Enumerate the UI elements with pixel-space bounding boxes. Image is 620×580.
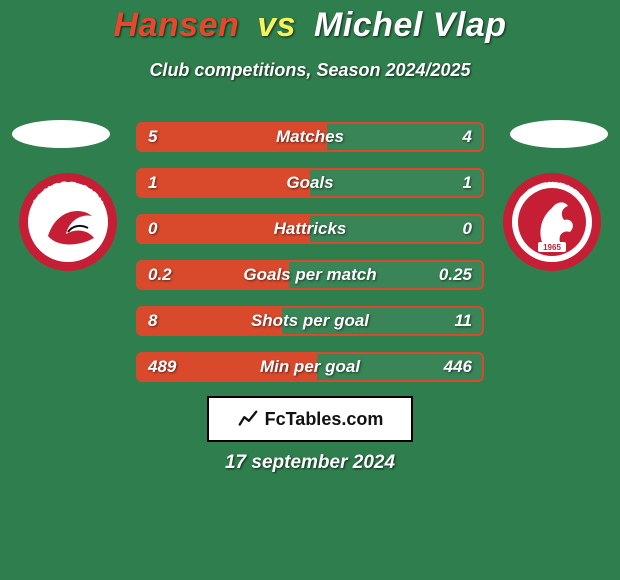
stat-label: Matches: [138, 124, 482, 150]
stat-right-value: 446: [444, 354, 472, 380]
title-left: Hansen: [113, 6, 239, 44]
stat-right-value: 0: [463, 216, 472, 242]
footer-box: FcTables.com: [207, 396, 413, 442]
club-badge-left-svg: ALMERE CITY: [18, 172, 118, 272]
player-oval-right: [510, 120, 608, 148]
stat-label: Shots per goal: [138, 308, 482, 334]
stat-row: 0.2Goals per match0.25: [136, 260, 484, 290]
subtitle: Club competitions, Season 2024/2025: [0, 60, 620, 81]
stat-label: Goals per match: [138, 262, 482, 288]
stat-right-value: 1: [463, 170, 472, 196]
club-badge-right-svg: 1965 F.C. TWENTE: [502, 172, 602, 272]
stat-right-value: 0.25: [439, 262, 472, 288]
stat-row: 0Hattricks0: [136, 214, 484, 244]
stat-label: Hattricks: [138, 216, 482, 242]
title-right: Michel Vlap: [314, 6, 507, 44]
stat-right-value: 4: [463, 124, 472, 150]
player-oval-left: [12, 120, 110, 148]
stat-row: 5Matches4: [136, 122, 484, 152]
stat-row: 1Goals1: [136, 168, 484, 198]
club-badge-left: ALMERE CITY: [18, 172, 118, 272]
stat-label: Goals: [138, 170, 482, 196]
stat-label: Min per goal: [138, 354, 482, 380]
chart-icon: [237, 408, 259, 430]
title-vs: vs: [257, 6, 296, 44]
stat-row: 489Min per goal446: [136, 352, 484, 382]
club-badge-right-year: 1965: [543, 243, 561, 252]
page-title: Hansen vs Michel Vlap: [0, 6, 620, 45]
stat-row: 8Shots per goal11: [136, 306, 484, 336]
stat-rows: 5Matches4 1Goals1 0Hattricks0 0.2Goals per …: [136, 122, 484, 398]
stat-right-value: 11: [454, 308, 472, 334]
club-badge-right: 1965 F.C. TWENTE: [502, 172, 602, 272]
date-line: 17 september 2024: [0, 452, 620, 474]
footer-brand: FcTables.com: [265, 409, 384, 430]
